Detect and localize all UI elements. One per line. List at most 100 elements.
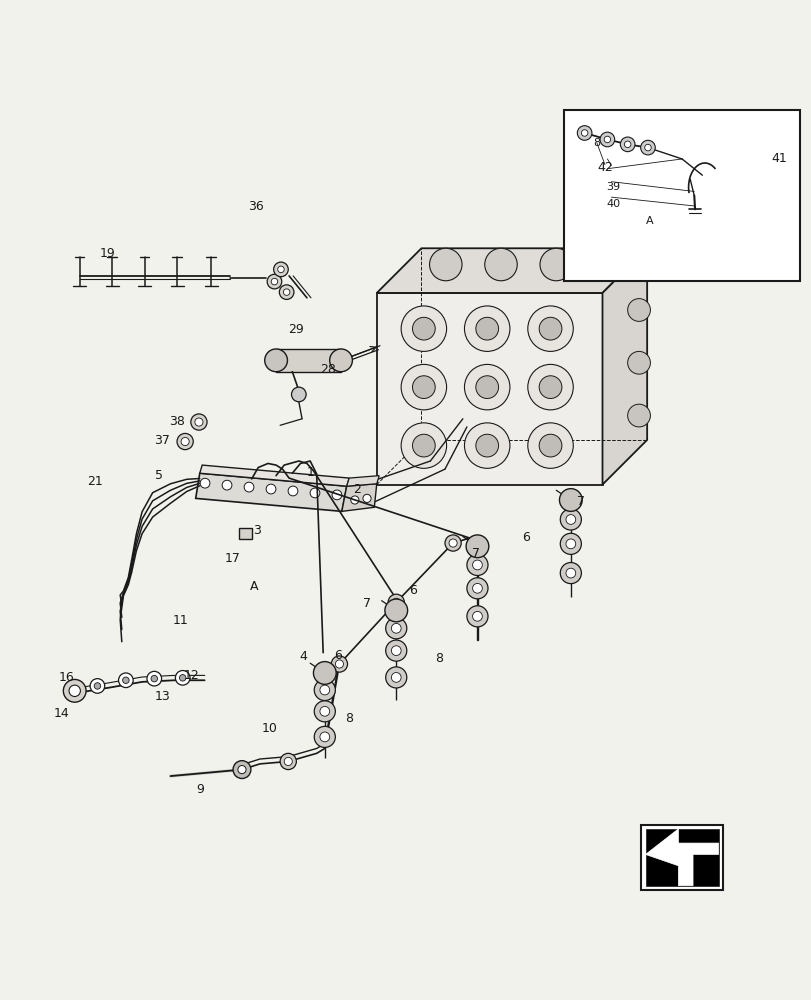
Circle shape [577, 126, 591, 140]
Bar [238, 528, 251, 539]
Circle shape [464, 306, 509, 351]
Text: 41: 41 [770, 152, 787, 165]
Circle shape [266, 484, 276, 494]
Circle shape [475, 434, 498, 457]
Circle shape [69, 685, 80, 697]
Text: 8: 8 [345, 712, 353, 725]
Text: 7: 7 [577, 495, 585, 508]
Polygon shape [602, 248, 646, 485]
Text: A: A [250, 580, 258, 593]
Circle shape [627, 351, 650, 374]
Circle shape [412, 376, 435, 399]
Circle shape [273, 262, 288, 277]
Circle shape [181, 437, 189, 446]
Circle shape [464, 364, 509, 410]
Text: 4: 4 [299, 650, 307, 663]
Text: 8: 8 [593, 138, 599, 148]
Circle shape [332, 490, 341, 500]
Circle shape [627, 299, 650, 321]
Circle shape [466, 578, 487, 599]
Circle shape [401, 364, 446, 410]
Circle shape [385, 640, 406, 661]
Circle shape [329, 349, 352, 372]
Bar [276, 349, 341, 372]
Circle shape [385, 618, 406, 639]
Text: 37: 37 [153, 434, 169, 447]
Circle shape [466, 554, 487, 576]
Text: 1: 1 [306, 466, 314, 479]
Circle shape [291, 387, 306, 402]
Polygon shape [200, 465, 349, 486]
Circle shape [391, 673, 401, 682]
Polygon shape [195, 473, 346, 511]
Text: 10: 10 [261, 722, 277, 735]
Circle shape [244, 482, 254, 492]
Text: 42: 42 [596, 161, 612, 174]
Text: 19: 19 [100, 247, 116, 260]
Circle shape [539, 248, 572, 281]
Circle shape [594, 248, 627, 281]
Circle shape [444, 535, 461, 551]
Text: 7: 7 [363, 597, 371, 610]
Circle shape [363, 494, 371, 502]
Circle shape [640, 140, 654, 155]
Circle shape [466, 535, 488, 558]
Circle shape [464, 423, 509, 468]
Circle shape [314, 679, 335, 701]
Circle shape [283, 289, 290, 295]
Circle shape [644, 144, 650, 151]
Text: 40: 40 [605, 199, 620, 209]
Circle shape [195, 418, 203, 426]
Circle shape [620, 137, 634, 152]
Circle shape [335, 660, 343, 668]
Circle shape [527, 364, 573, 410]
Text: 5: 5 [155, 469, 163, 482]
Circle shape [401, 306, 446, 351]
Text: 6: 6 [521, 531, 530, 544]
Circle shape [401, 423, 446, 468]
Circle shape [539, 434, 561, 457]
Text: 29: 29 [287, 323, 303, 336]
Circle shape [320, 732, 329, 742]
Circle shape [331, 656, 347, 672]
Polygon shape [645, 829, 718, 886]
Text: 8: 8 [435, 652, 443, 665]
Circle shape [581, 130, 587, 136]
Circle shape [560, 563, 581, 584]
Text: 7: 7 [471, 547, 479, 560]
Text: 17: 17 [224, 552, 240, 565]
Circle shape [391, 623, 401, 633]
Polygon shape [376, 248, 646, 293]
Circle shape [565, 568, 575, 578]
Circle shape [484, 248, 517, 281]
Text: 38: 38 [169, 415, 185, 428]
Circle shape [466, 606, 487, 627]
Text: 13: 13 [154, 690, 170, 703]
Circle shape [388, 594, 404, 610]
Circle shape [118, 673, 133, 688]
Circle shape [280, 753, 296, 770]
Circle shape [284, 757, 292, 766]
Circle shape [472, 583, 482, 593]
Circle shape [412, 317, 435, 340]
Text: 2: 2 [353, 483, 361, 496]
Circle shape [271, 278, 277, 285]
Circle shape [527, 306, 573, 351]
Circle shape [475, 317, 498, 340]
Circle shape [267, 274, 281, 289]
Circle shape [429, 248, 461, 281]
Text: 28: 28 [320, 363, 336, 376]
Circle shape [320, 706, 329, 716]
Polygon shape [341, 484, 376, 511]
Circle shape [472, 611, 482, 621]
Text: A: A [645, 216, 653, 226]
Bar [645, 829, 718, 886]
Text: 9: 9 [195, 783, 204, 796]
Circle shape [565, 515, 575, 524]
Circle shape [603, 136, 610, 143]
Circle shape [472, 560, 482, 570]
Circle shape [94, 683, 101, 689]
Text: 12: 12 [183, 669, 200, 682]
Circle shape [90, 679, 105, 693]
Circle shape [527, 423, 573, 468]
